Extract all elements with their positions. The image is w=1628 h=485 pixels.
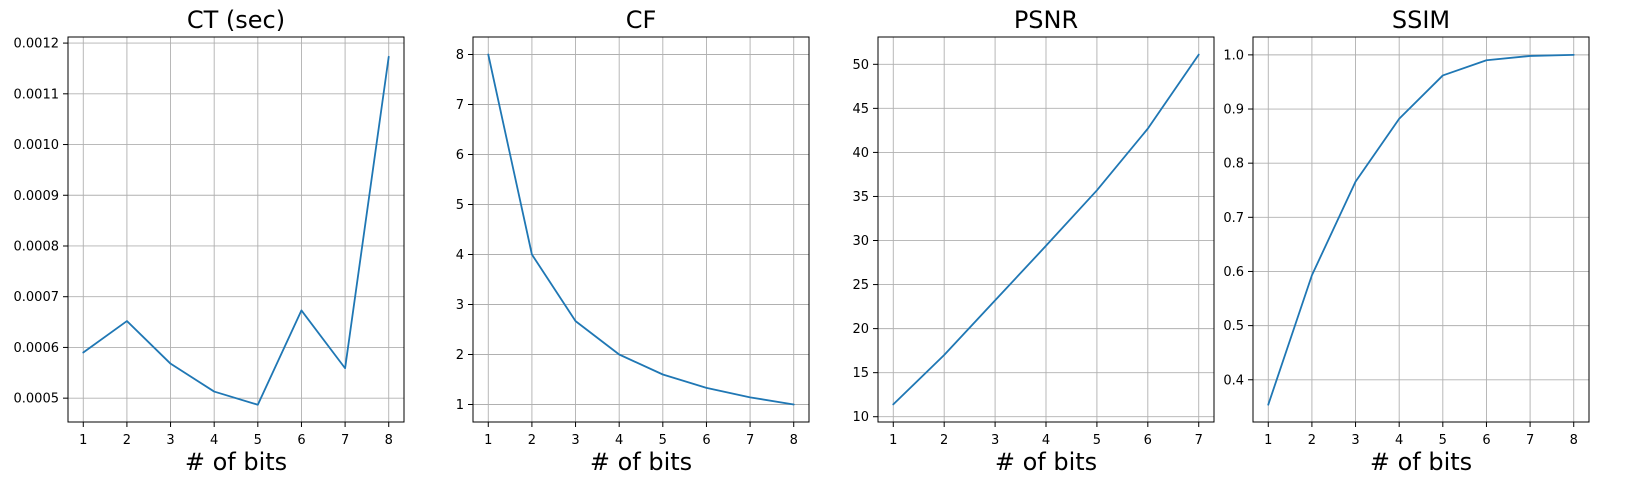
- y-tick-label: 1.0: [1223, 48, 1244, 63]
- x-tick-label: 1: [484, 433, 492, 448]
- x-tick-label: 3: [571, 433, 579, 448]
- y-tick-label: 0.5: [1223, 319, 1244, 334]
- x-tick-label: 1: [1264, 433, 1272, 448]
- x-tick-label: 5: [659, 433, 667, 448]
- chart-title: PSNR: [1014, 6, 1078, 34]
- x-tick-label: 4: [615, 433, 623, 448]
- x-tick-label: 2: [1308, 433, 1316, 448]
- x-tick-label: 7: [1526, 433, 1534, 448]
- y-tick-label: 0.4: [1223, 373, 1244, 388]
- plot-frame: [1252, 36, 1590, 423]
- x-tick-label: 7: [746, 433, 754, 448]
- x-tick-label: 8: [790, 433, 798, 448]
- y-tick-label: 25: [852, 278, 869, 293]
- y-tick-label: 0.0009: [14, 189, 60, 204]
- x-tick-label: 1: [889, 433, 897, 448]
- chart-panel-1: 1 2 3 4 5 6 7 8 0.0005 0.0006 0.0007 0.0008 0.0009 0.…: [14, 6, 405, 476]
- y-tick-label: 0.8: [1223, 157, 1244, 172]
- y-tick-label: 0.0010: [14, 138, 60, 153]
- x-tick-label: 3: [991, 433, 999, 448]
- x-tick-label: 5: [1093, 433, 1101, 448]
- chart-panel-4: 1 2 3 4 5 6 7 8 0.4 0.5 0.6 0.7 0.8 0.9 1.0 SSIM # of bi…: [1223, 6, 1590, 476]
- x-axis-label: # of bits: [995, 448, 1097, 476]
- y-tick-label: 5: [456, 198, 464, 213]
- y-tick-label: 45: [852, 102, 869, 117]
- y-tick-label: 0.0005: [14, 392, 60, 407]
- series-line: [487, 53, 795, 406]
- series-line: [82, 55, 390, 406]
- x-tick-label: 6: [297, 433, 305, 448]
- y-tick-label: 0.0008: [14, 239, 60, 254]
- x-tick-label: 8: [385, 433, 393, 448]
- y-tick-label: 40: [852, 146, 869, 161]
- plot-frame: [877, 36, 1215, 423]
- x-tick-label: 5: [254, 433, 262, 448]
- x-tick-label: 6: [1482, 433, 1490, 448]
- chart-title: CF: [626, 6, 657, 34]
- y-tick-label: 0.0011: [14, 87, 60, 102]
- x-tick-label: 3: [1351, 433, 1359, 448]
- x-tick-label: 7: [341, 433, 349, 448]
- x-tick-label: 3: [166, 433, 174, 448]
- y-tick-label: 0.6: [1223, 265, 1244, 280]
- y-tick-label: 6: [456, 148, 464, 163]
- chart-panel-2: 1 2 3 4 5 6 7 8 1 2 3 4 5 6 7 8 CF # of bits: [456, 6, 810, 476]
- x-tick-label: 4: [1042, 433, 1050, 448]
- y-tick-label: 0.0006: [14, 341, 60, 356]
- y-tick-label: 10: [852, 410, 869, 425]
- x-tick-label: 2: [123, 433, 131, 448]
- x-tick-label: 4: [1395, 433, 1403, 448]
- y-tick-label: 0.9: [1223, 103, 1244, 118]
- plot-frame: [472, 36, 810, 423]
- x-tick-label: 5: [1439, 433, 1447, 448]
- x-tick-label: 6: [1144, 433, 1152, 448]
- y-tick-label: 15: [852, 366, 869, 381]
- y-tick-label: 3: [456, 298, 464, 313]
- series-line: [1267, 53, 1575, 406]
- x-tick-label: 4: [210, 433, 218, 448]
- y-tick-label: 2: [456, 348, 464, 363]
- x-tick-label: 7: [1195, 433, 1203, 448]
- y-tick-label: 0.7: [1223, 211, 1244, 226]
- y-tick-label: 35: [852, 190, 869, 205]
- x-axis-label: # of bits: [1370, 448, 1472, 476]
- chart-title: CT (sec): [187, 6, 285, 34]
- y-tick-label: 20: [852, 322, 869, 337]
- x-tick-label: 2: [528, 433, 536, 448]
- plot-frame: [67, 36, 405, 423]
- x-tick-label: 8: [1570, 433, 1578, 448]
- x-tick-label: 6: [702, 433, 710, 448]
- x-axis-label: # of bits: [590, 448, 692, 476]
- y-tick-label: 7: [456, 98, 464, 113]
- chart-title: SSIM: [1392, 6, 1450, 34]
- x-tick-label: 1: [79, 433, 87, 448]
- x-tick-label: 2: [940, 433, 948, 448]
- y-tick-label: 0.0007: [14, 290, 60, 305]
- y-tick-label: 50: [852, 58, 869, 73]
- y-tick-label: 30: [852, 234, 869, 249]
- y-tick-label: 1: [456, 398, 464, 413]
- y-tick-label: 0.0012: [14, 37, 60, 52]
- x-axis-label: # of bits: [185, 448, 287, 476]
- y-tick-label: 8: [456, 48, 464, 63]
- y-tick-label: 4: [456, 248, 464, 263]
